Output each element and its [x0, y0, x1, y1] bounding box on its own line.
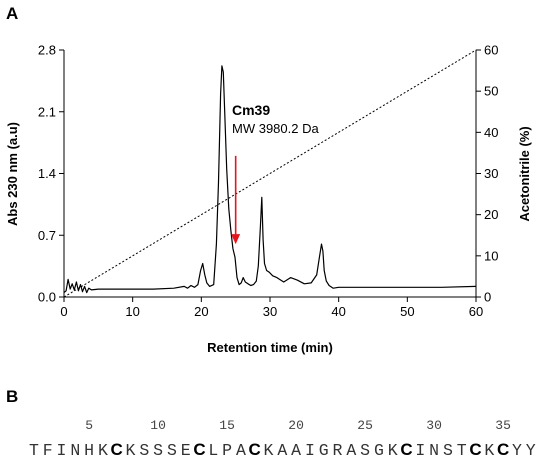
absorbance-trace [63, 65, 477, 294]
y2-tick-label: 30 [484, 166, 498, 181]
x-axis-title: Retention time (min) [207, 340, 333, 355]
arrow-head [231, 234, 241, 245]
sequence-position-mark: 35 [495, 418, 511, 433]
sequence-residue: I [305, 441, 315, 460]
x-tick-label: 60 [469, 304, 483, 319]
panel-label-a: A [6, 4, 18, 23]
y2-tick-label: 40 [484, 125, 498, 140]
y2-ticks: 0 10 20 30 40 50 60 [476, 43, 498, 305]
y2-tick-label: 10 [484, 248, 498, 263]
sequence-residue: K [484, 441, 494, 460]
x-tick-label: 20 [194, 304, 208, 319]
sequence-residue: N [429, 441, 439, 460]
sequence-residue: C [400, 440, 412, 459]
sequence-residue: S [443, 441, 453, 460]
sequence-residue: K [98, 441, 108, 460]
sequence-residue: R [333, 441, 343, 460]
sequence-residue: A [236, 441, 246, 460]
sequence-residue: S [167, 441, 177, 460]
x-tick-label: 50 [400, 304, 414, 319]
y-tick-label: 2.1 [38, 104, 56, 119]
sequence-residue: A [346, 441, 356, 460]
sequence-position-mark: 30 [426, 418, 442, 433]
sequence-residue: I [415, 441, 425, 460]
x-tick-label: 40 [331, 304, 345, 319]
sequence-residue: C [497, 440, 509, 459]
sequence-residue: E [181, 441, 191, 460]
sequence-residue: T [457, 441, 467, 460]
y2-tick-label: 0 [484, 290, 491, 305]
y2-tick-label: 20 [484, 207, 498, 222]
sequence-residue: K [126, 441, 136, 460]
sequence-residue: H [84, 441, 94, 460]
sequence-position-mark: 25 [357, 418, 373, 433]
x-tick-label: 30 [263, 304, 277, 319]
sequence-residue: G [319, 441, 329, 460]
sequence-residue: C [249, 440, 261, 459]
sequence-residue: S [153, 441, 163, 460]
y-tick-label: 1.4 [38, 166, 56, 181]
sequence-position-mark: 10 [150, 418, 166, 433]
y2-tick-label: 60 [484, 43, 498, 58]
peak-annotation-subtitle: MW 3980.2 Da [232, 121, 319, 136]
sequence-position-mark: 5 [85, 418, 93, 433]
x-tick-label: 0 [60, 304, 67, 319]
sequence-residue: G [374, 441, 384, 460]
sequence-residue: I [57, 441, 67, 460]
sequence-residue: F [43, 441, 53, 460]
sequence-residue: N [70, 441, 80, 460]
y-ticks: 0.0 0.7 1.4 2.1 2.8 [38, 43, 64, 305]
sequence-residue: Y [526, 441, 536, 460]
y2-axis-title: Acetonitrile (%) [517, 126, 532, 221]
sequence-residue: P [222, 441, 232, 460]
plot-area: 0 10 20 30 40 50 60 0.0 0.7 1.4 2.1 2.8 0 10 20 30 40 5… [38, 43, 499, 320]
sequence-position-mark: 15 [219, 418, 235, 433]
sequence-residue: C [469, 440, 481, 459]
y-tick-label: 0.0 [38, 290, 56, 305]
x-tick-label: 10 [125, 304, 139, 319]
sequence-residue: A [291, 441, 301, 460]
sequence-residue: A [277, 441, 287, 460]
panel-label-b: B [6, 387, 18, 406]
sequence-residue: T [29, 441, 39, 460]
sequence-residue: S [360, 441, 370, 460]
acetonitrile-gradient-line [63, 49, 477, 298]
sequence-residue: L [208, 441, 218, 460]
sequence-residue: K [264, 441, 274, 460]
y-tick-label: 2.8 [38, 43, 56, 58]
sequence-residue: K [388, 441, 398, 460]
y-axis-title: Abs 230 nm (a.u) [5, 122, 20, 226]
sequence-position-marks: 5 10 15 20 25 30 35 [85, 418, 511, 433]
sequence-position-mark: 20 [288, 418, 304, 433]
sequence-residue: C [111, 440, 123, 459]
y-tick-label: 0.7 [38, 228, 56, 243]
sequence-residue: C [193, 440, 205, 459]
y2-tick-label: 50 [484, 84, 498, 99]
x-ticks: 0 10 20 30 40 50 60 [60, 297, 483, 319]
sequence-residue: Y [512, 441, 522, 460]
sequence-residue: S [139, 441, 149, 460]
peak-annotation-title: Cm39 [232, 102, 270, 118]
